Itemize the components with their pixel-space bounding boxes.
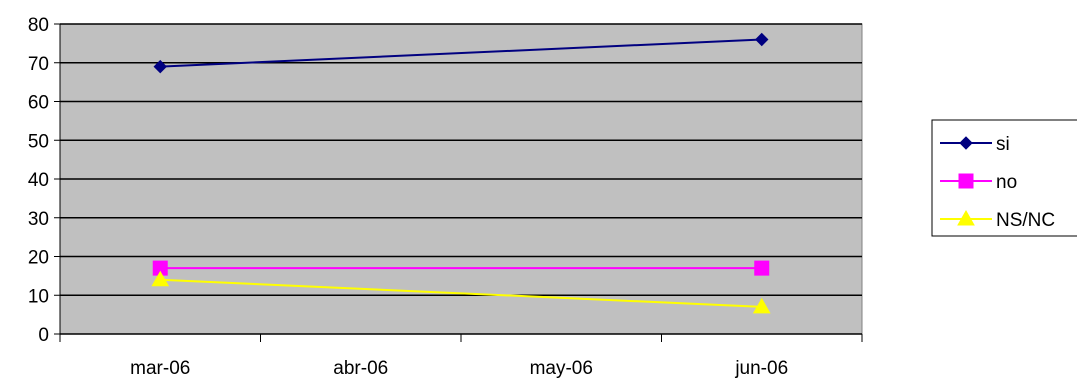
data-point bbox=[755, 32, 769, 47]
series-no bbox=[152, 260, 770, 276]
gridlines bbox=[60, 23, 862, 296]
legend-label: NS/NC bbox=[996, 210, 1055, 231]
y-tick-label: 50 bbox=[28, 131, 49, 152]
x-tick-label: jun-06 bbox=[734, 358, 788, 379]
legend-box bbox=[931, 119, 1077, 237]
series-ns-nc bbox=[151, 270, 771, 314]
series-layer bbox=[151, 32, 771, 314]
x-tick-label: abr-06 bbox=[333, 358, 388, 379]
y-tick-label: 60 bbox=[28, 93, 49, 114]
y-tick-label: 0 bbox=[38, 325, 49, 346]
data-point bbox=[153, 59, 167, 74]
data-point bbox=[754, 260, 770, 276]
square-icon bbox=[958, 173, 974, 189]
triangle-icon bbox=[957, 209, 975, 226]
y-axis-ticks: 0 10 20 30 40 50 60 70 80 bbox=[28, 15, 60, 346]
series-line bbox=[160, 38, 762, 68]
data-point bbox=[752, 297, 771, 314]
x-tick-label: mar-06 bbox=[130, 358, 190, 379]
legend-label: no bbox=[996, 172, 1017, 193]
data-point bbox=[151, 270, 170, 287]
series-line bbox=[160, 278, 762, 308]
series-si bbox=[153, 32, 769, 74]
y-tick-label: 40 bbox=[28, 170, 49, 191]
y-tick-label: 70 bbox=[28, 54, 49, 75]
y-tick-label: 80 bbox=[28, 15, 49, 36]
y-tick-label: 10 bbox=[28, 286, 49, 307]
legend-label: si bbox=[996, 134, 1010, 155]
diamond-icon bbox=[959, 136, 973, 150]
legend: si no NS/NC bbox=[931, 119, 1077, 237]
y-tick-label: 20 bbox=[28, 248, 49, 269]
x-axis-ticks: mar-06 abr-06 may-06 jun-06 bbox=[59, 334, 863, 379]
x-tick-label: may-06 bbox=[530, 358, 593, 379]
y-tick-label: 30 bbox=[28, 209, 49, 230]
